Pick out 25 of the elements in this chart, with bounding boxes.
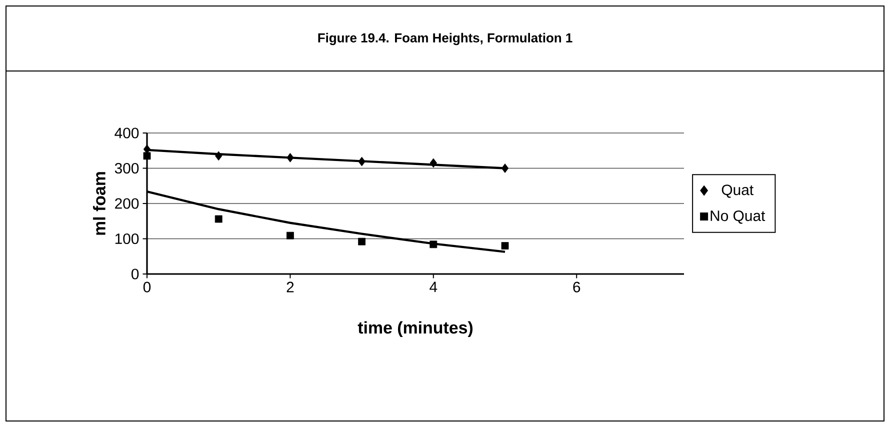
legend-label: Quat: [722, 184, 754, 198]
point: [143, 152, 151, 160]
y-tick-label: 200: [115, 198, 139, 209]
point: [501, 242, 509, 250]
x-tick-label: 6: [573, 282, 580, 292]
y-tick-label: 0: [132, 268, 139, 280]
y-tick-label: 100: [115, 233, 139, 244]
chart-title: Figure 19.4. Foam Heights, Formulation 1: [318, 32, 572, 46]
x-tick-label: 0: [143, 282, 151, 292]
point: [286, 152, 294, 162]
y-axis-title: ml foam: [93, 172, 106, 235]
point: [358, 156, 366, 166]
x-tick-label: 4: [430, 282, 438, 292]
y-tick-label: 300: [114, 162, 139, 174]
x-axis-title: time (minutes): [358, 321, 473, 337]
point: [430, 158, 437, 168]
legend-label: No Quat: [710, 210, 766, 224]
x-tick-label: 2: [286, 282, 294, 292]
point: [286, 232, 294, 240]
point: [358, 238, 366, 246]
point: [501, 164, 509, 173]
point: [214, 215, 222, 223]
point: [430, 240, 438, 248]
point: [215, 151, 222, 161]
y-tick-label: 400: [114, 128, 139, 138]
